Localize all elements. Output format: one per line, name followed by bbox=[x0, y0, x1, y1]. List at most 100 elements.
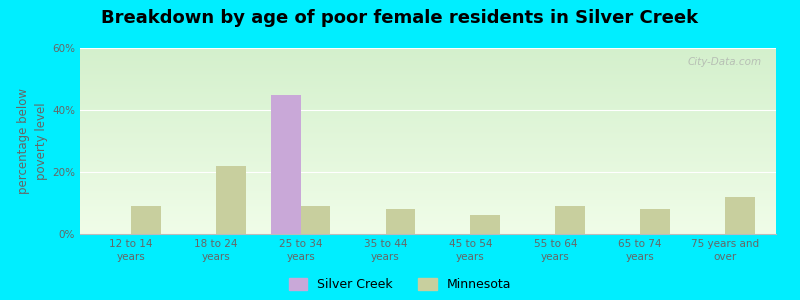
Bar bbox=[80, 215, 776, 216]
Bar bbox=[80, 123, 776, 124]
Bar bbox=[80, 146, 776, 147]
Bar bbox=[80, 83, 776, 84]
Bar bbox=[80, 150, 776, 151]
Bar bbox=[80, 131, 776, 132]
Bar bbox=[80, 68, 776, 69]
Bar bbox=[80, 48, 776, 49]
Bar bbox=[80, 200, 776, 202]
Bar bbox=[80, 88, 776, 89]
Bar bbox=[80, 217, 776, 218]
Bar bbox=[80, 97, 776, 98]
Bar bbox=[80, 219, 776, 220]
Bar bbox=[80, 194, 776, 195]
Bar bbox=[80, 196, 776, 197]
Bar bbox=[80, 72, 776, 73]
Legend: Silver Creek, Minnesota: Silver Creek, Minnesota bbox=[289, 278, 511, 291]
Bar bbox=[80, 124, 776, 125]
Bar bbox=[80, 187, 776, 188]
Bar bbox=[80, 130, 776, 131]
Bar bbox=[80, 52, 776, 53]
Bar bbox=[80, 96, 776, 97]
Bar bbox=[80, 163, 776, 164]
Bar bbox=[80, 226, 776, 227]
Bar bbox=[80, 90, 776, 91]
Bar bbox=[80, 54, 776, 55]
Bar bbox=[80, 225, 776, 226]
Bar bbox=[80, 84, 776, 85]
Bar bbox=[80, 80, 776, 82]
Bar bbox=[80, 98, 776, 99]
Bar bbox=[80, 116, 776, 117]
Bar bbox=[80, 114, 776, 115]
Bar bbox=[80, 160, 776, 161]
Bar bbox=[80, 149, 776, 150]
Bar bbox=[80, 153, 776, 154]
Bar bbox=[80, 57, 776, 58]
Bar bbox=[80, 141, 776, 142]
Bar bbox=[80, 221, 776, 222]
Bar bbox=[80, 121, 776, 122]
Bar bbox=[80, 59, 776, 60]
Bar bbox=[80, 93, 776, 94]
Bar bbox=[80, 99, 776, 100]
Bar bbox=[80, 220, 776, 221]
Bar bbox=[80, 230, 776, 231]
Bar bbox=[80, 159, 776, 160]
Bar bbox=[80, 202, 776, 203]
Bar bbox=[80, 100, 776, 101]
Bar bbox=[80, 151, 776, 152]
Bar bbox=[80, 168, 776, 169]
Bar bbox=[216, 166, 246, 234]
Bar bbox=[80, 82, 776, 83]
Text: Breakdown by age of poor female residents in Silver Creek: Breakdown by age of poor female resident… bbox=[102, 9, 698, 27]
Bar bbox=[80, 224, 776, 225]
Bar bbox=[80, 73, 776, 74]
Bar bbox=[80, 189, 776, 190]
Bar bbox=[80, 74, 776, 75]
Bar bbox=[80, 109, 776, 110]
Bar bbox=[80, 65, 776, 66]
Bar bbox=[386, 209, 415, 234]
Bar bbox=[80, 179, 776, 180]
Bar bbox=[80, 55, 776, 56]
Bar bbox=[80, 136, 776, 137]
Bar bbox=[80, 207, 776, 208]
Bar bbox=[80, 232, 776, 233]
Bar bbox=[80, 211, 776, 212]
Bar bbox=[80, 70, 776, 71]
Bar bbox=[80, 205, 776, 206]
Bar bbox=[80, 148, 776, 149]
Bar bbox=[271, 94, 301, 234]
Bar bbox=[80, 147, 776, 148]
Bar bbox=[131, 206, 161, 234]
Bar bbox=[80, 89, 776, 90]
Bar bbox=[80, 127, 776, 128]
Bar bbox=[80, 134, 776, 135]
Bar bbox=[80, 67, 776, 68]
Bar bbox=[80, 63, 776, 64]
Bar bbox=[80, 122, 776, 123]
Bar bbox=[80, 180, 776, 181]
Bar bbox=[80, 138, 776, 139]
Bar bbox=[80, 172, 776, 173]
Bar bbox=[80, 112, 776, 113]
Bar bbox=[80, 193, 776, 194]
Bar bbox=[80, 177, 776, 178]
Bar bbox=[80, 49, 776, 50]
Bar bbox=[80, 188, 776, 189]
Bar bbox=[80, 106, 776, 107]
Bar bbox=[80, 53, 776, 54]
Bar bbox=[80, 82, 776, 83]
Bar bbox=[80, 129, 776, 130]
Bar bbox=[80, 133, 776, 134]
Bar bbox=[80, 115, 776, 116]
Bar bbox=[80, 128, 776, 129]
Bar bbox=[80, 197, 776, 198]
Bar bbox=[80, 213, 776, 214]
Bar bbox=[80, 227, 776, 228]
Bar bbox=[80, 120, 776, 121]
Bar bbox=[80, 87, 776, 88]
Bar bbox=[80, 142, 776, 143]
Bar bbox=[80, 182, 776, 183]
Bar bbox=[80, 185, 776, 186]
